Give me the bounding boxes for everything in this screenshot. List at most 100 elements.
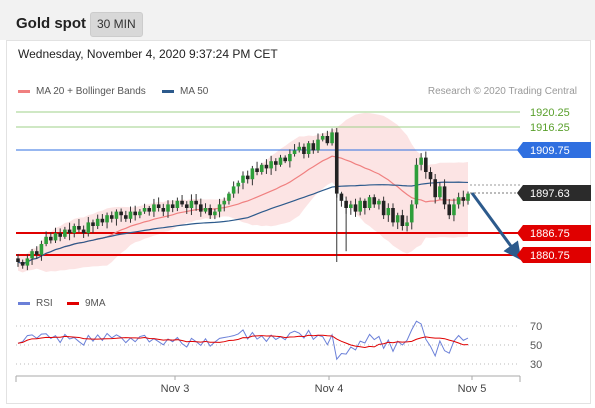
current-price-box [523,185,591,201]
legend-9ma-label: 9MA [85,298,106,309]
x-axis-label: Nov 3 [161,383,190,395]
timeframe-badge[interactable]: 30 MIN [90,12,143,37]
candle-body [236,182,241,187]
candle-body [53,233,58,241]
forecast-arrow-icon [470,192,522,261]
candle-body [30,251,34,259]
rsi-level-label: 50 [530,340,542,352]
candle-body [241,175,245,183]
candle-body [419,157,423,165]
candle-body [91,222,95,226]
rsi-level-label: 70 [530,321,542,333]
candle-body [339,193,344,201]
candle-body [114,211,119,219]
resistance-level-box [523,142,591,158]
candle-body [391,208,395,223]
candle-body [424,157,428,172]
candle-body [81,229,86,234]
moving-averages [17,155,469,265]
target-level-label: 1920.25 [530,107,570,119]
candle-body [109,215,114,219]
candle-body [264,164,269,169]
support-level-label: 1886.75 [530,228,570,240]
candle-body [409,204,414,223]
rsi-swatch [18,302,30,305]
candle-body [320,136,325,140]
rsi-ma-line [17,334,469,349]
support-level-pointer [517,225,523,241]
candle-body [189,200,194,208]
bollinger-band-area [18,112,468,273]
ma20-swatch [18,90,30,93]
candle-body [400,215,405,226]
candle-body [452,204,456,216]
ma50-line [17,181,469,265]
candle-body [203,208,208,212]
candle-body [156,204,161,208]
candle-body [344,200,348,208]
candle-body [283,157,287,162]
candle-body [138,211,142,216]
candle-body [311,143,316,151]
ma50-swatch [162,90,174,93]
resistance-level-label: 1909.75 [530,145,570,157]
bollinger-band [18,112,468,273]
resistance-level-pointer [517,142,523,158]
candle-body [259,164,264,172]
candle-body [180,200,184,205]
x-axis-label: Nov 5 [458,383,487,395]
candle-body [222,200,227,205]
candle-body [34,251,39,255]
legend-rsi: RSI [18,298,53,309]
candle-body [414,164,419,205]
candle-body [147,208,152,212]
candle-body [170,204,175,208]
candle-body [334,132,339,194]
target-level-label: 1916.25 [530,122,570,134]
candle-body [306,143,311,154]
candle-body [44,236,48,244]
candle-body [227,193,231,201]
candle-body [86,222,91,234]
candle-body [49,236,53,241]
candle-body [288,154,292,162]
forecast-arrow [470,192,522,261]
candle-body [269,161,273,169]
candle-body [292,150,297,154]
candle-body [95,218,100,226]
candle-body [100,218,105,223]
candle-body [16,258,20,262]
candle-body [325,136,330,144]
candle-body [278,157,283,165]
candle-body [142,208,147,212]
candle-body [466,193,470,201]
legend-ma50-label: MA 50 [180,86,209,97]
legend-ma50: MA 50 [162,86,208,97]
candle-body [199,204,203,212]
support-level-pointer [517,247,523,263]
candle-body [128,211,133,219]
current-price-label: 1897.63 [530,188,570,200]
support-level-box [523,247,591,263]
candle-body [250,168,255,180]
candle-body [358,200,362,212]
candle-body [217,204,222,212]
candle-body [39,244,44,255]
candle-body [363,200,367,208]
candle-body [58,233,62,237]
candle-body [405,222,409,226]
price-levels [16,111,520,256]
candle-body [372,197,377,205]
candle-body [297,146,302,151]
candle-body [133,211,137,216]
x-axis: Nov 3 Nov 4 Nov 5 [15,375,521,395]
candle-body [105,215,109,223]
candle-body [77,226,81,230]
candle-body [184,204,189,208]
candle-body [25,258,30,266]
candle-body [367,197,372,208]
candle-body [72,226,77,234]
candle-body [461,197,466,201]
legend-rsi-label: RSI [36,298,53,309]
